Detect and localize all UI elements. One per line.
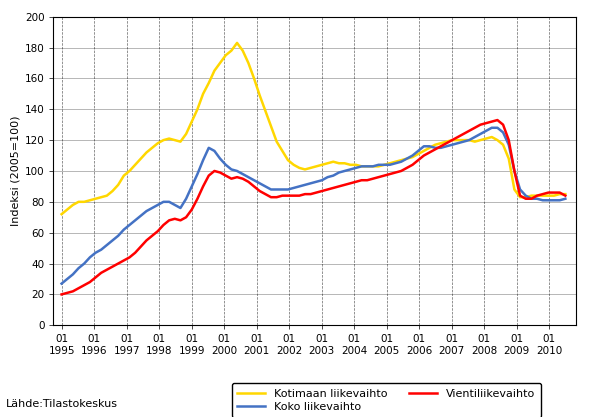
Koko liikevaihto	[477, 131, 484, 136]
Kotimaan liikevaihto	[233, 40, 241, 45]
Vientiliikevaihto	[211, 168, 218, 173]
Vientiliikevaihto	[562, 193, 569, 198]
Vientiliikevaihto	[409, 162, 416, 167]
Vientiliikevaihto	[477, 122, 484, 127]
Line: Koko liikevaihto: Koko liikevaihto	[62, 128, 565, 284]
Vientiliikevaihto	[126, 255, 133, 260]
Koko liikevaihto	[494, 125, 501, 130]
Koko liikevaihto	[409, 153, 416, 158]
Vientiliikevaihto	[488, 119, 495, 124]
Kotimaan liikevaihto	[58, 212, 65, 217]
Koko liikevaihto	[58, 281, 65, 286]
Kotimaan liikevaihto	[545, 193, 552, 198]
Kotimaan liikevaihto	[415, 151, 422, 156]
Koko liikevaihto	[545, 198, 552, 203]
Vientiliikevaihto	[58, 292, 65, 297]
Line: Kotimaan liikevaihto: Kotimaan liikevaihto	[62, 43, 565, 214]
Kotimaan liikevaihto	[482, 136, 489, 141]
Vientiliikevaihto	[494, 118, 501, 123]
Kotimaan liikevaihto	[562, 192, 569, 197]
Vientiliikevaihto	[545, 190, 552, 195]
Kotimaan liikevaihto	[126, 168, 133, 173]
Text: Lähde:Tilastokeskus: Lähde:Tilastokeskus	[6, 399, 118, 409]
Koko liikevaihto	[211, 148, 218, 153]
Legend: Kotimaan liikevaihto, Koko liikevaihto, Vientiliikevaihto: Kotimaan liikevaihto, Koko liikevaihto, …	[232, 383, 541, 417]
Koko liikevaihto	[562, 196, 569, 201]
Kotimaan liikevaihto	[494, 138, 501, 143]
Y-axis label: Indeksi (2005=100): Indeksi (2005=100)	[11, 116, 21, 226]
Koko liikevaihto	[126, 223, 133, 228]
Line: Vientiliikevaihto: Vientiliikevaihto	[62, 120, 565, 294]
Kotimaan liikevaihto	[211, 68, 218, 73]
Koko liikevaihto	[488, 125, 495, 130]
